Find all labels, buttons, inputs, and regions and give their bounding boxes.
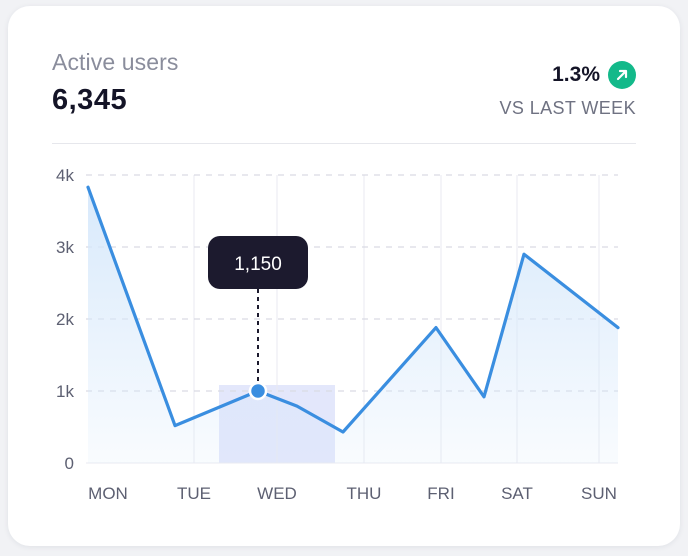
- data-point-marker[interactable]: [248, 381, 268, 401]
- x-tick-label-mon: MON: [88, 484, 128, 503]
- y-tick-label: 4k: [56, 166, 74, 185]
- series-line: [86, 185, 620, 434]
- divider: [52, 143, 636, 144]
- x-tick-label-tue: TUE: [177, 484, 211, 503]
- y-tick-label: 2k: [56, 310, 74, 329]
- change-percent: 1.3%: [552, 63, 600, 86]
- change-indicator: 1.3%: [552, 61, 636, 89]
- x-tick-label-wed: WED: [257, 484, 297, 503]
- tooltip-value: 1,150: [234, 254, 282, 275]
- x-tick-label-thu: THU: [347, 484, 382, 503]
- card-title: Active users: [52, 49, 179, 75]
- arrow-up-right-icon: [608, 61, 636, 89]
- x-tick-label-sun: SUN: [581, 484, 617, 503]
- tooltip-box: [208, 236, 308, 289]
- x-tick-label-fri: FRI: [427, 484, 454, 503]
- y-tick-label: 1k: [56, 382, 74, 401]
- x-tick-label-sat: SAT: [501, 484, 533, 503]
- comparison-label: VS LAST WEEK: [499, 98, 636, 118]
- y-tick-label: 3k: [56, 238, 74, 257]
- active-users-value: 6,345: [52, 84, 128, 116]
- y-tick-label: 0: [65, 454, 74, 473]
